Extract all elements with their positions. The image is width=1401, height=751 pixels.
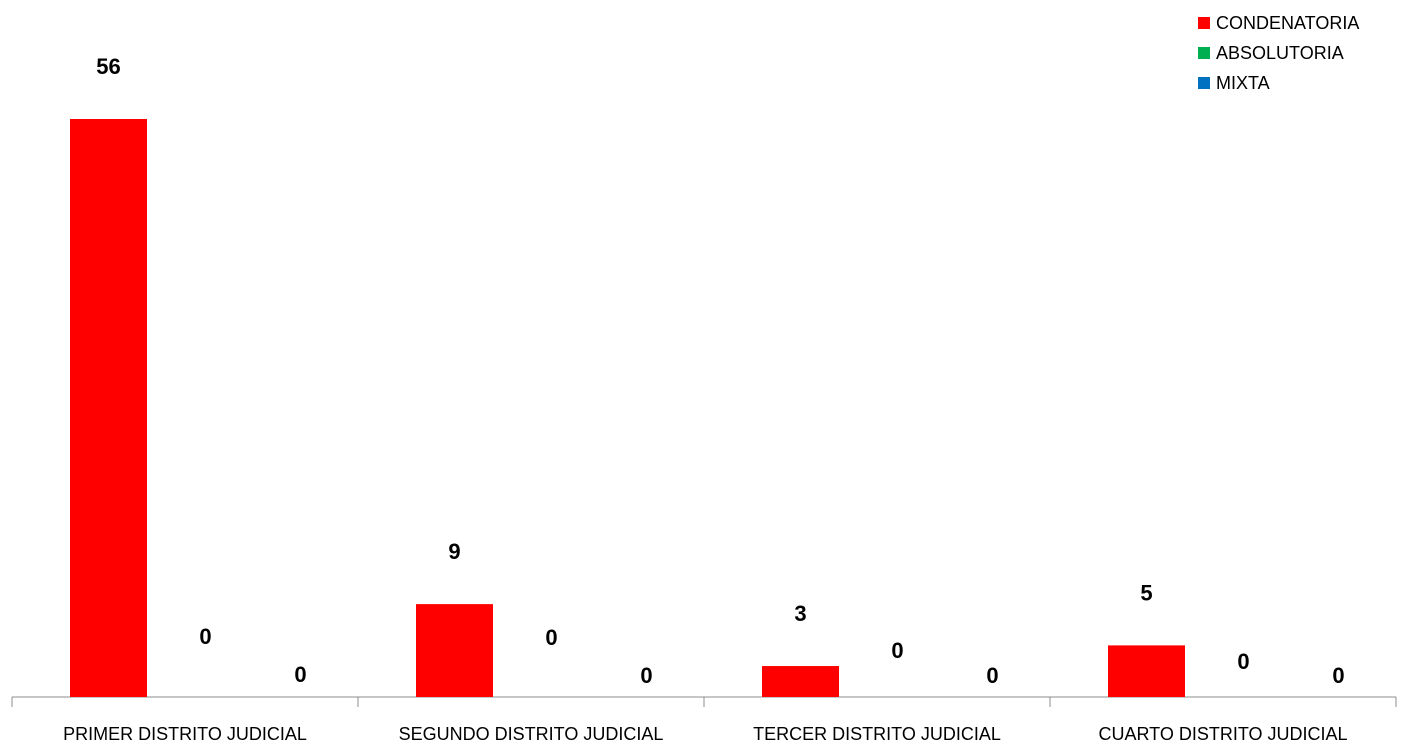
legend-swatch-condenatoria <box>1198 17 1210 29</box>
legend-swatch-mixta <box>1198 77 1210 89</box>
data-label-condenatoria-tercer: 3 <box>794 601 806 626</box>
data-label-mixta-segundo: 0 <box>640 663 652 688</box>
data-label-condenatoria-cuarto: 5 <box>1140 580 1152 605</box>
data-label-mixta-cuarto: 0 <box>1332 663 1344 688</box>
data-label-absolutoria-segundo: 0 <box>545 625 557 650</box>
bar-condenatoria-cuarto <box>1108 645 1185 697</box>
x-tick-label-tercer: TERCER DISTRITO JUDICIAL <box>753 724 1001 744</box>
legend-label-absolutoria: ABSOLUTORIA <box>1216 42 1344 63</box>
legend-swatch-absolutoria <box>1198 47 1210 59</box>
legend-item-absolutoria: ABSOLUTORIA <box>1198 38 1359 68</box>
bar-condenatoria-segundo <box>416 604 493 697</box>
legend-label-condenatoria: CONDENATORIA <box>1216 12 1360 33</box>
legend-label-mixta: MIXTA <box>1216 72 1270 93</box>
data-label-absolutoria-cuarto: 0 <box>1237 649 1249 674</box>
legend: CONDENATORIA ABSOLUTORIA MIXTA <box>1198 8 1359 98</box>
x-tick-label-primer: PRIMER DISTRITO JUDICIAL <box>63 724 307 744</box>
legend-item-condenatoria: CONDENATORIA <box>1198 8 1359 38</box>
data-label-condenatoria-segundo: 9 <box>448 539 460 564</box>
bar-condenatoria-primer <box>70 119 147 697</box>
data-label-absolutoria-tercer: 0 <box>891 638 903 663</box>
data-label-absolutoria-primer: 0 <box>199 624 211 649</box>
bar-condenatoria-tercer <box>762 666 839 697</box>
x-tick-label-cuarto: CUARTO DISTRITO JUDICIAL <box>1098 724 1347 744</box>
legend-item-mixta: MIXTA <box>1198 68 1359 98</box>
data-label-mixta-tercer: 0 <box>986 663 998 688</box>
data-label-mixta-primer: 0 <box>294 662 306 687</box>
data-label-condenatoria-primer: 56 <box>96 54 120 79</box>
x-tick-label-segundo: SEGUNDO DISTRITO JUDICIAL <box>399 724 664 744</box>
